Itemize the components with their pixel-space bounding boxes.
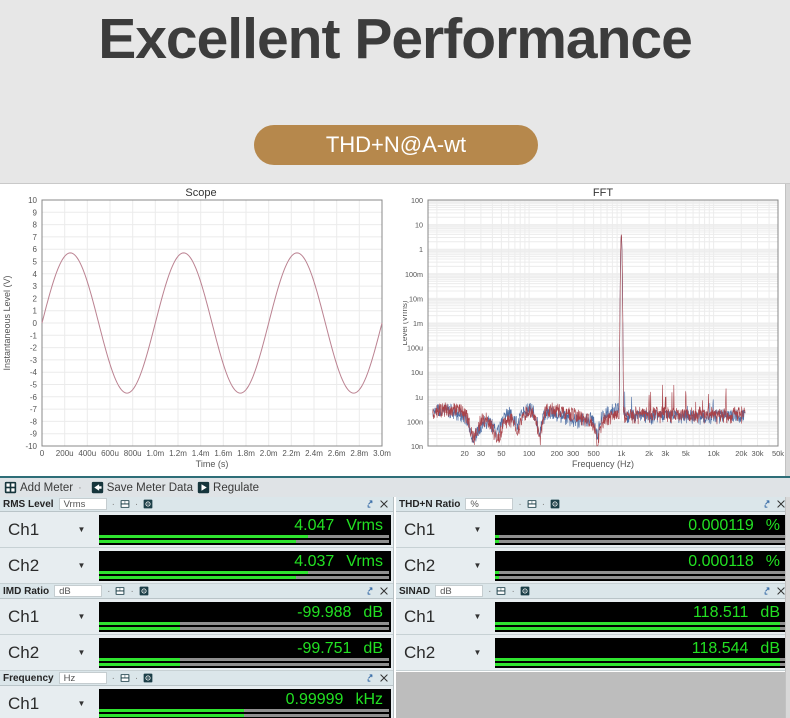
svg-text:10: 10	[28, 196, 37, 205]
svg-text:100u: 100u	[407, 344, 423, 353]
svg-text:1k: 1k	[617, 449, 625, 458]
svg-text:100m: 100m	[405, 270, 423, 279]
svg-text:10u: 10u	[411, 368, 423, 377]
svg-text:1.4m: 1.4m	[192, 449, 210, 458]
svg-text:5: 5	[33, 258, 38, 267]
svg-text:6: 6	[33, 245, 38, 254]
svg-text:-1: -1	[30, 331, 38, 340]
svg-text:1: 1	[33, 307, 38, 316]
svg-text:50k: 50k	[772, 449, 784, 458]
svg-text:7: 7	[33, 233, 38, 242]
svg-text:300: 300	[567, 449, 580, 458]
svg-text:-5: -5	[30, 381, 38, 390]
svg-text:20k: 20k	[735, 449, 747, 458]
svg-text:1.6m: 1.6m	[214, 449, 232, 458]
svg-text:800u: 800u	[124, 449, 142, 458]
svg-text:-3: -3	[30, 356, 38, 365]
svg-text:3k: 3k	[661, 449, 669, 458]
svg-text:30k: 30k	[751, 449, 763, 458]
svg-text:2k: 2k	[645, 449, 653, 458]
svg-text:2: 2	[33, 294, 38, 303]
svg-text:20: 20	[461, 449, 469, 458]
svg-text:9: 9	[33, 208, 38, 217]
svg-text:0: 0	[33, 319, 38, 328]
svg-text:3.0m: 3.0m	[373, 449, 391, 458]
svg-text:50: 50	[497, 449, 505, 458]
svg-text:5k: 5k	[682, 449, 690, 458]
svg-text:10m: 10m	[409, 294, 423, 303]
svg-text:-7: -7	[30, 405, 38, 414]
svg-text:30: 30	[477, 449, 485, 458]
svg-text:Level (Vrms): Level (Vrms)	[403, 300, 409, 345]
svg-text:FFT: FFT	[593, 187, 613, 199]
svg-text:10k: 10k	[708, 449, 720, 458]
svg-text:1.0m: 1.0m	[146, 449, 164, 458]
svg-text:600u: 600u	[101, 449, 119, 458]
svg-text:4: 4	[33, 270, 38, 279]
svg-text:100: 100	[411, 196, 423, 205]
svg-text:200: 200	[551, 449, 564, 458]
svg-text:10: 10	[415, 221, 423, 230]
svg-text:400u: 400u	[78, 449, 96, 458]
svg-text:100n: 100n	[407, 417, 423, 426]
svg-text:Scope: Scope	[185, 187, 216, 199]
svg-text:Frequency (Hz): Frequency (Hz)	[572, 459, 634, 469]
svg-text:500: 500	[587, 449, 600, 458]
svg-text:-9: -9	[30, 430, 38, 439]
svg-text:1m: 1m	[413, 319, 423, 328]
svg-text:100: 100	[523, 449, 536, 458]
svg-text:-4: -4	[30, 368, 38, 377]
svg-text:2.8m: 2.8m	[350, 449, 368, 458]
svg-text:Time (s): Time (s)	[196, 459, 229, 469]
svg-text:2.4m: 2.4m	[305, 449, 323, 458]
svg-text:2.6m: 2.6m	[328, 449, 346, 458]
svg-text:3: 3	[33, 282, 38, 291]
svg-text:-2: -2	[30, 344, 38, 353]
svg-text:2.2m: 2.2m	[282, 449, 300, 458]
svg-text:1u: 1u	[415, 393, 423, 402]
svg-text:1.8m: 1.8m	[237, 449, 255, 458]
svg-text:200u: 200u	[56, 449, 74, 458]
svg-text:-8: -8	[30, 417, 38, 426]
svg-text:-10: -10	[25, 442, 37, 451]
svg-text:-6: -6	[30, 393, 38, 402]
svg-text:10n: 10n	[411, 442, 423, 451]
svg-text:1.2m: 1.2m	[169, 449, 187, 458]
svg-text:8: 8	[33, 221, 38, 230]
svg-text:1: 1	[419, 245, 423, 254]
svg-text:Instantaneous Level (V): Instantaneous Level (V)	[2, 275, 12, 370]
svg-text:0: 0	[40, 449, 45, 458]
svg-text:2.0m: 2.0m	[260, 449, 278, 458]
